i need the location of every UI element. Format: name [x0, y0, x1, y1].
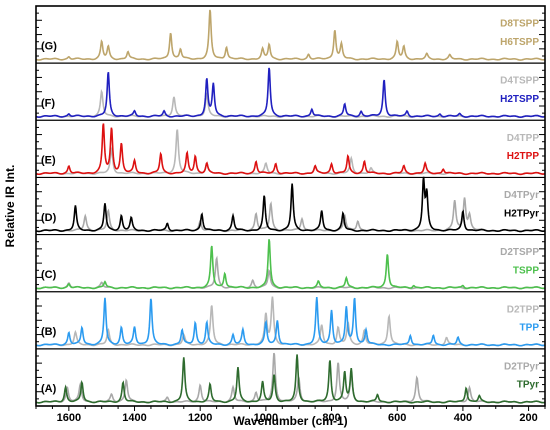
- series-label-dark: H6TSPP: [500, 37, 539, 48]
- x-tick-label: 400: [454, 412, 472, 424]
- x-tick-label: 1400: [122, 412, 146, 424]
- series-label-light: D4TSPP: [500, 76, 539, 87]
- series-label-light: D2TSPP: [500, 247, 539, 258]
- series-label-dark: TSPP: [513, 265, 539, 276]
- series-label-light: D2TPyr: [504, 361, 539, 372]
- panel-g: (G) D8TSPP H6TSPP: [35, 9, 545, 64]
- panel-label: (G): [41, 40, 57, 52]
- series-label-light: D8TSPP: [500, 19, 539, 30]
- series-h6tspp-line: [35, 9, 545, 61]
- panel-label: (C): [41, 269, 57, 281]
- series-label-light: D2TPP: [507, 304, 540, 315]
- series-tpyr-line: [35, 354, 545, 404]
- x-tick-label: 600: [388, 412, 406, 424]
- panel-c: (C) D2TSPP TSPP: [35, 239, 545, 293]
- series-h2tpp-line: [35, 123, 545, 176]
- spectra-panels: (A) D2TPyr TPyr (B) D2TPP TPP (C) D2TSPP TSPP (D)…: [35, 9, 545, 404]
- series-label-light: D4TPyr: [504, 190, 539, 201]
- series-label-dark: TPP: [520, 323, 540, 334]
- panel-a: (A) D2TPyr TPyr: [35, 352, 545, 404]
- series-h2tpyr-line: [35, 176, 545, 233]
- x-tick-label: 1600: [57, 412, 81, 424]
- panel-label: (D): [41, 212, 57, 224]
- x-tick-label: 1200: [188, 412, 212, 424]
- panel-label: (B): [41, 326, 57, 338]
- x-tick-label: 800: [322, 412, 340, 424]
- x-tick-label: 1000: [254, 412, 278, 424]
- panel-label: (F): [41, 97, 55, 109]
- series-label-dark: H2TPP: [507, 151, 540, 162]
- x-axis-label: Wavenumber (cm-1): [233, 414, 347, 428]
- x-tick-label: 200: [519, 412, 537, 424]
- panel-b: (B) D2TPP TPP: [35, 296, 545, 350]
- panel-e: (E) D4TPP H2TPP: [35, 123, 545, 179]
- series-tspp-line: [35, 239, 545, 290]
- panel-label: (E): [41, 155, 56, 167]
- panel-f: (F) D4TSPP H2TSPP: [35, 67, 545, 121]
- panel-label: (A): [41, 383, 57, 395]
- series-h2tspp-line: [35, 67, 545, 118]
- series-label-dark: H2TSPP: [500, 94, 539, 105]
- y-axis-label: Relative IR Int.: [3, 165, 17, 248]
- panel-d: (D) D4TPyr H2TPyr: [35, 176, 545, 236]
- axes: 1600 1400 1200 1000 800 600 400 200: [35, 12, 546, 424]
- series-label-dark: H2TPyr: [504, 208, 539, 219]
- series-label-light: D4TPP: [507, 133, 540, 144]
- series-tpp-line: [35, 296, 545, 347]
- series-label-dark: TPyr: [517, 380, 539, 391]
